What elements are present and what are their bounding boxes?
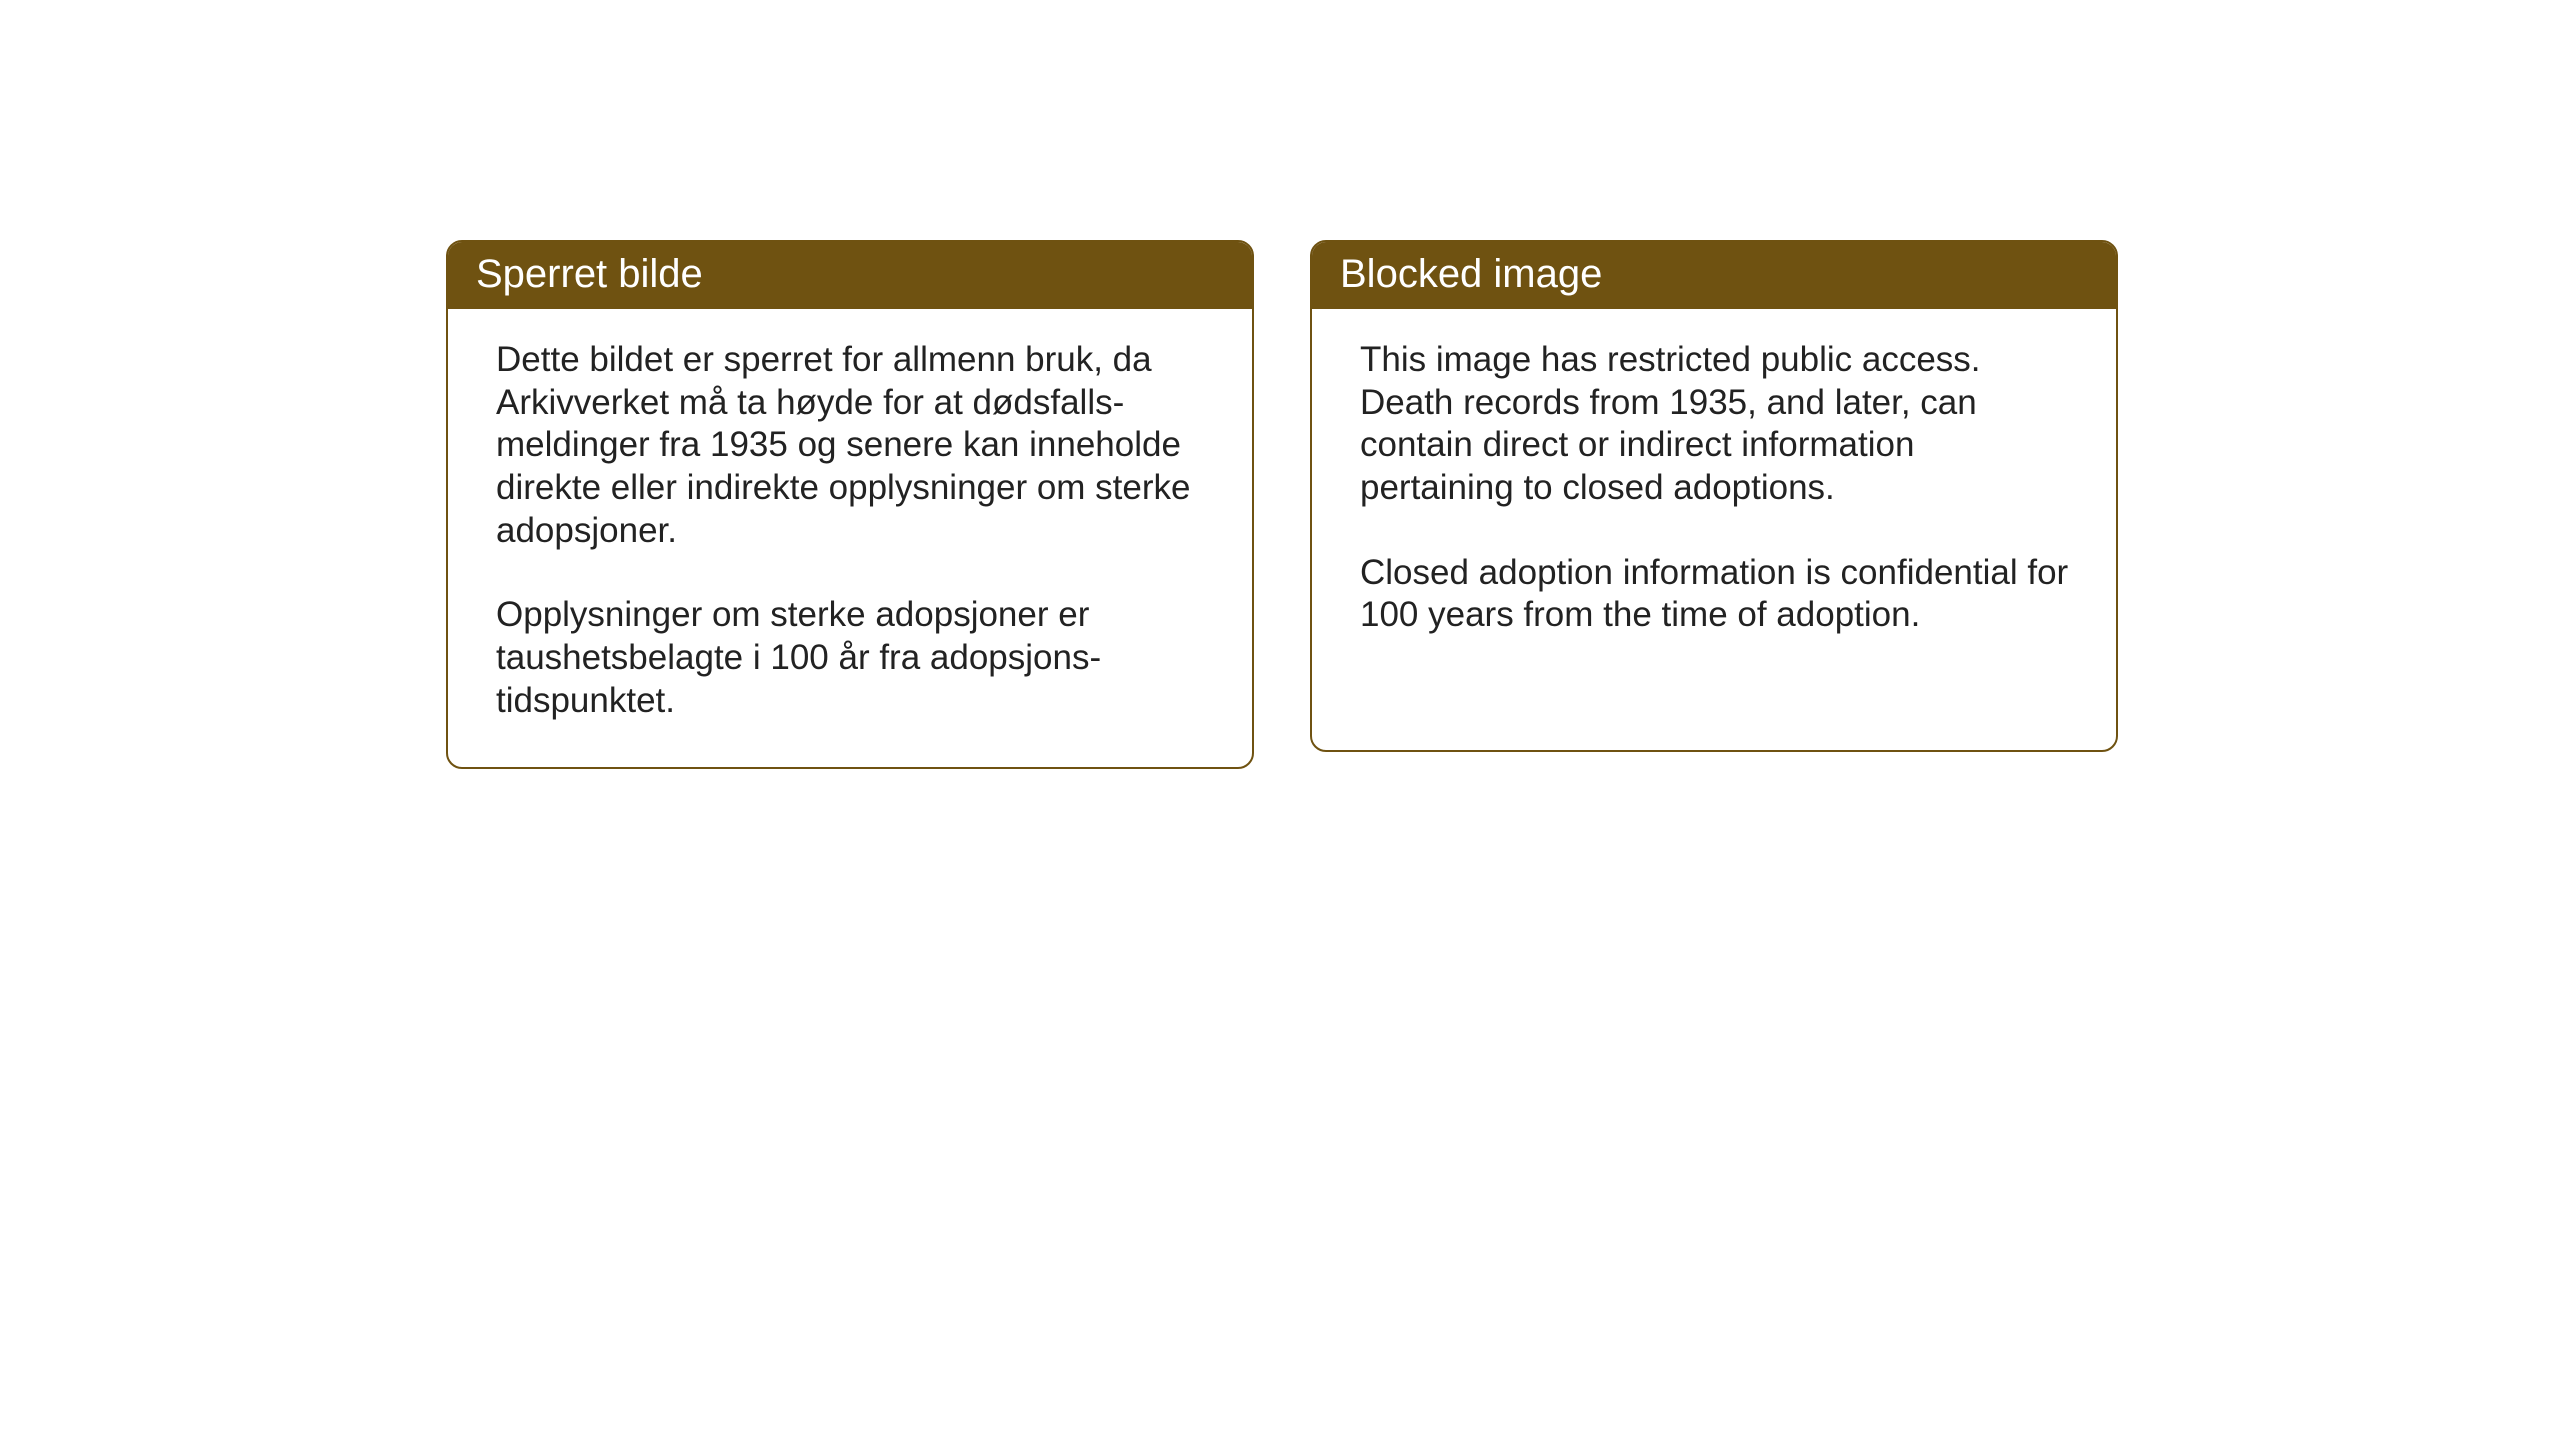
notice-card-english: Blocked image This image has restricted … bbox=[1310, 240, 2118, 752]
card-title-norwegian: Sperret bilde bbox=[448, 242, 1252, 309]
card-paragraph-1-norwegian: Dette bildet er sperret for allmenn bruk… bbox=[496, 339, 1210, 552]
notice-cards-container: Sperret bilde Dette bildet er sperret fo… bbox=[446, 240, 2118, 769]
card-paragraph-1-english: This image has restricted public access.… bbox=[1360, 339, 2074, 510]
notice-card-norwegian: Sperret bilde Dette bildet er sperret fo… bbox=[446, 240, 1254, 769]
card-body-norwegian: Dette bildet er sperret for allmenn bruk… bbox=[448, 309, 1252, 767]
card-paragraph-2-norwegian: Opplysninger om sterke adopsjoner er tau… bbox=[496, 594, 1210, 722]
card-body-english: This image has restricted public access.… bbox=[1312, 309, 2116, 681]
card-title-english: Blocked image bbox=[1312, 242, 2116, 309]
card-paragraph-2-english: Closed adoption information is confident… bbox=[1360, 552, 2074, 637]
